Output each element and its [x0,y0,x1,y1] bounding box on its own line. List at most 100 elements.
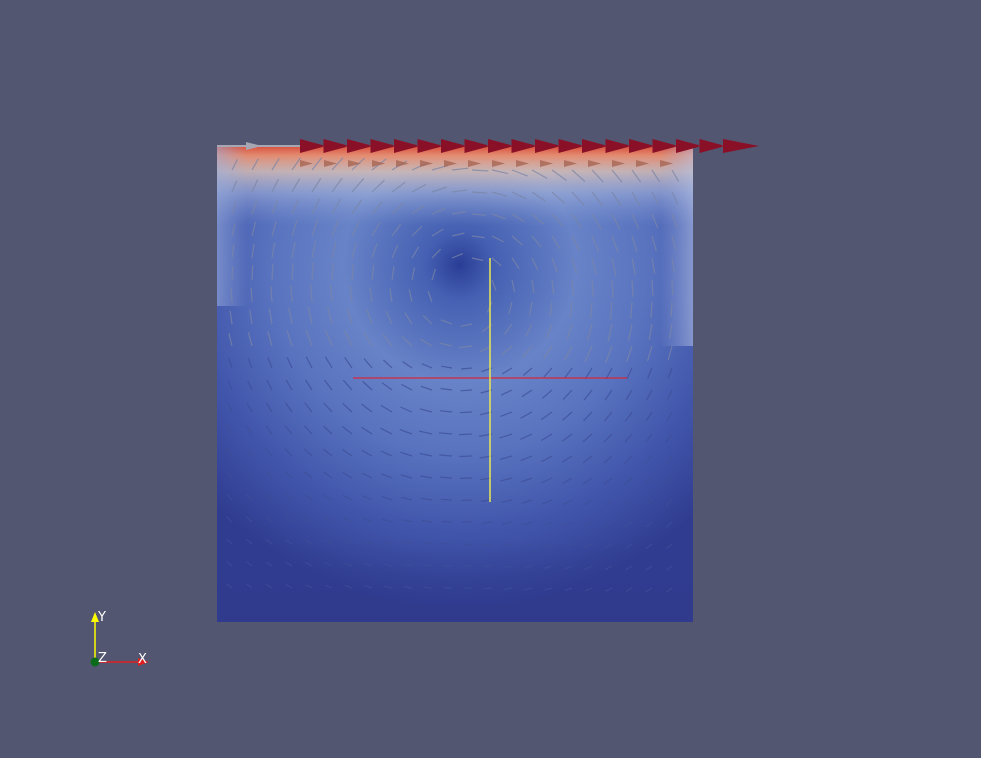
vector-glyph [441,520,453,523]
vector-glyph [270,286,273,303]
vector-glyph [391,266,395,281]
vector-glyph [380,427,393,435]
vector-glyph [265,402,273,413]
vector-glyph [651,169,661,183]
lid-velocity-arrow [629,139,655,153]
vector-glyph [440,476,453,479]
vector-glyph [423,586,433,589]
vector-glyph [667,345,673,361]
vector-glyph [491,191,507,197]
vector-glyph [311,219,319,237]
vector-glyph [503,587,513,590]
vector-glyph [303,471,313,479]
lid-velocity-arrow [723,139,759,153]
near-lid-velocity-arrow [660,160,673,167]
vector-glyph [551,191,566,204]
vector-glyph [665,477,673,486]
vector-glyph [381,495,393,501]
orientation-axes[interactable]: Y Z X [90,610,150,667]
vector-glyph [651,257,656,274]
vector-glyph [305,584,313,589]
vector-glyph [431,186,447,193]
vector-glyph [442,542,453,545]
lid-velocity-arrow [464,139,491,153]
vector-glyph [331,177,343,193]
near-lid-velocity-arrow [564,160,577,167]
vector-glyph [669,323,673,339]
near-lid-velocity-arrow [516,160,529,167]
vector-glyph [247,332,253,347]
vector-glyphs-lid [217,139,759,167]
vector-glyph [303,493,313,501]
vector-glyph [342,494,353,501]
vector-glyph [591,279,594,297]
vector-glyph [609,301,613,320]
near-lid-velocity-arrow [324,160,337,167]
near-lid-velocity-arrow [468,160,481,167]
vector-glyph [411,205,425,215]
vector-glyph [491,213,506,220]
vector-glyph [380,450,393,457]
near-lid-velocity-arrow [492,160,505,167]
vector-glyph [411,246,420,259]
lid-velocity-arrow [676,139,702,153]
vector-glyph [630,301,633,320]
vector-glyph [582,433,593,443]
vector-glyph [291,199,299,215]
vector-glyph [231,223,236,237]
vector-glyph [382,540,393,545]
vector-glyph [482,543,493,546]
vector-glyph [286,356,293,369]
vector-glyph [624,455,633,464]
vector-glyph [419,408,433,413]
vector-glyph [604,565,613,571]
vector-glyph [543,565,553,570]
vector-glyph [541,499,553,505]
near-lid-velocity-arrow [540,160,553,167]
z-axis-dot-icon [90,657,100,667]
vector-glyph [419,452,433,457]
vector-glyph [591,213,602,230]
near-lid-velocity-arrow [348,160,361,167]
vector-glyph [501,345,513,356]
vector-glyph [603,521,613,528]
vector-glyph [226,583,233,589]
vector-glyph [451,211,466,215]
vector-glyph [351,220,360,237]
vector-glyph [401,519,413,523]
vector-glyph [624,433,633,443]
vector-glyph [665,587,673,593]
vector-glyph [227,403,233,413]
vector-glyph [439,342,453,347]
vector-glyph [439,454,453,457]
vector-glyph [411,225,423,237]
vector-glyph [265,561,273,567]
vector-glyph [431,248,442,259]
high-velocity-band [217,146,693,226]
vector-glyph [651,279,654,296]
vector-glyph [400,406,413,413]
vector-glyph [427,290,433,303]
vector-glyph [562,477,573,485]
vector-glyph [520,433,533,440]
vector-glyph [285,561,293,567]
vector-glyph [371,222,381,237]
vector-glyph [591,235,600,253]
vector-glyph [563,565,573,570]
vector-glyph [231,180,238,193]
vector-glyph [511,191,527,200]
lid-velocity-arrow [246,142,262,150]
vector-glyph [665,433,673,443]
vector-glyph [245,448,253,457]
vector-glyph [391,244,399,259]
x-axis-label: X [138,652,147,667]
vector-glyph [371,179,385,193]
vector-glyph [399,428,413,435]
vector-glyph [304,516,313,523]
vector-glyph [419,430,433,435]
vector-glyph [380,404,393,413]
vector-glyph [265,583,273,589]
near-lid-velocity-arrow [396,160,409,167]
